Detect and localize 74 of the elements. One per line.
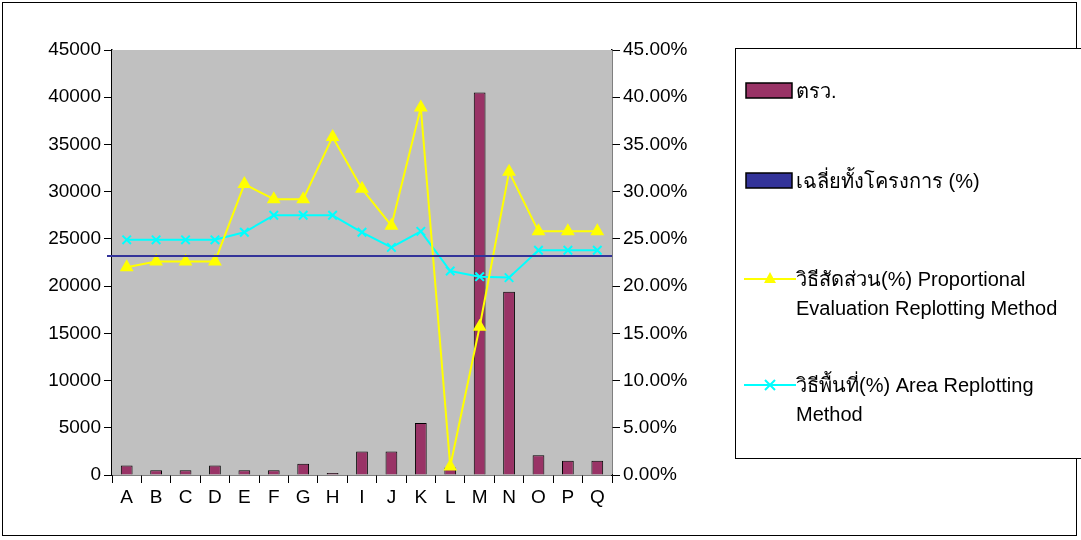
point [179, 254, 192, 266]
point [533, 244, 544, 256]
point [562, 244, 574, 256]
y-tick-label: 40000 [48, 85, 101, 107]
y2-tick-label: 15.00% [623, 321, 688, 343]
point [385, 218, 398, 230]
x-tick-label: G [295, 485, 311, 507]
point [473, 319, 486, 331]
point [503, 272, 515, 283]
y2-tick-label: 0.00% [623, 463, 677, 485]
point [267, 192, 280, 204]
x-tick-label: Q [589, 485, 605, 507]
y-tick-label: 15000 [48, 321, 101, 343]
point [561, 224, 575, 236]
x-tick-label: L [444, 485, 456, 507]
y-tick-label: 25000 [48, 227, 101, 249]
y2-tick-label: 30.00% [623, 179, 688, 201]
point [327, 210, 338, 221]
x-tick-label: J [386, 485, 397, 507]
y-tick-label: 20000 [48, 274, 101, 296]
y-tick-label: 45000 [48, 38, 101, 60]
y2-tick-label: 20.00% [623, 274, 688, 296]
point [502, 164, 516, 176]
x-tick-label: O [531, 485, 546, 507]
x-tick-label: E [238, 485, 251, 507]
point [414, 100, 428, 112]
point [209, 234, 221, 246]
point [444, 265, 456, 277]
y-tick-label: 35000 [48, 132, 101, 154]
y2-tick-label: 45.00% [623, 38, 688, 60]
legend-label: วิธีสัดส่วน(%) Proportional Evaluation Replotting Method [796, 267, 1059, 321]
y2-tick-label: 5.00% [623, 416, 677, 438]
y-tick-label: 30000 [48, 179, 101, 201]
x-tick-label: D [208, 485, 222, 507]
x-tick-label: A [120, 485, 134, 507]
x-tick-label: H [325, 485, 340, 507]
point [238, 177, 251, 189]
x-tick-label: I [359, 485, 365, 507]
point [386, 242, 397, 253]
point [356, 227, 368, 238]
point [268, 210, 280, 221]
point [355, 181, 369, 193]
y2-tick-label: 10.00% [623, 368, 688, 390]
y-tick-label: 0 [90, 463, 101, 485]
point [591, 224, 604, 236]
x-tick-label: P [561, 485, 575, 507]
point [296, 192, 310, 204]
point [121, 234, 132, 246]
y-tick-label: 10000 [48, 368, 101, 390]
y2-tick-label: 25.00% [623, 227, 688, 249]
y2-tick-label: 40.00% [623, 85, 688, 107]
point [326, 129, 339, 141]
x-tick-label: K [414, 485, 428, 507]
point [592, 244, 603, 256]
point [180, 234, 191, 246]
y-tick-label: 5000 [58, 416, 101, 438]
legend-label: ตรว. [796, 79, 837, 104]
legend-label: วิธีพื้นที่(%) Area Replotting Method [796, 371, 1035, 427]
point [239, 227, 250, 238]
point [150, 234, 162, 246]
x-tick-label: C [178, 485, 193, 507]
legend-label: เฉลี่ยทั้งโครงการ (%) [796, 167, 980, 194]
point [474, 271, 485, 282]
x-tick-label: N [502, 485, 516, 507]
point [415, 226, 427, 237]
point [532, 224, 545, 236]
x-tick-label: F [267, 485, 280, 507]
x-tick-label: M [471, 485, 488, 507]
point [297, 210, 309, 221]
y2-tick-label: 35.00% [623, 132, 688, 154]
point [149, 254, 163, 266]
point [208, 254, 222, 266]
point [120, 260, 133, 272]
x-tick-label: B [149, 485, 163, 507]
